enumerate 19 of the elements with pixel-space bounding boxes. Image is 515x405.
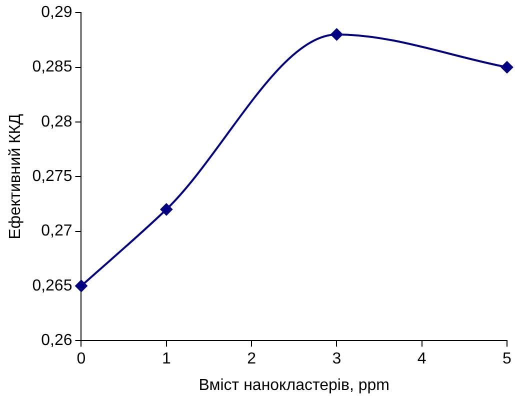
y-axis-title: Ефективний ККД	[7, 114, 24, 240]
point	[160, 203, 172, 216]
x-tick-label: 0	[76, 350, 86, 368]
point	[75, 280, 88, 292]
point	[330, 28, 343, 40]
y-tick-label: 0,275	[32, 168, 72, 186]
x-tick-label: 4	[417, 350, 426, 368]
point	[501, 61, 513, 74]
x-tick-label: 3	[332, 350, 342, 368]
y-tick-label: 0,28	[41, 113, 72, 130]
x-axis-title: Вміст нанокластерів, ppm	[198, 376, 390, 394]
y-tick-label: 0,29	[41, 4, 72, 22]
y-tick-label: 0,285	[32, 58, 72, 76]
x-tick-label: 5	[502, 350, 512, 368]
x-tick-label: 1	[162, 350, 171, 368]
x-tick-label: 2	[247, 350, 256, 368]
y-tick-label: 0,265	[32, 277, 72, 294]
y-tick-label: 0,27	[41, 222, 72, 240]
y-tick-label: 0,26	[41, 332, 72, 350]
